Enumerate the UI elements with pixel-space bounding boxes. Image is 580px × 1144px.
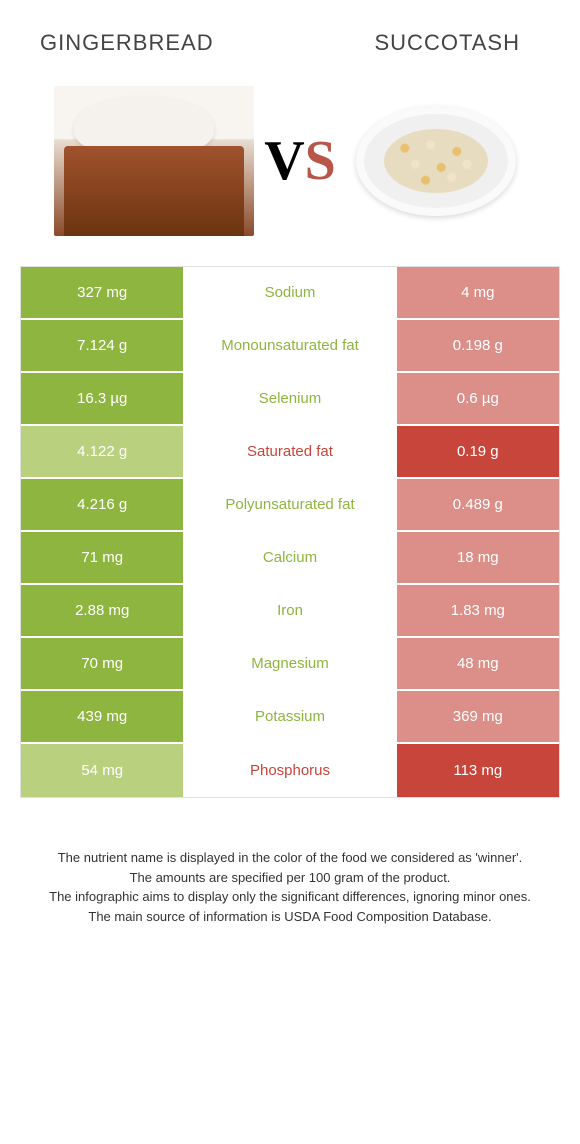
table-row: 71 mgCalcium18 mg	[21, 532, 559, 585]
table-row: 16.3 µgSelenium0.6 µg	[21, 373, 559, 426]
left-value: 70 mg	[21, 638, 185, 689]
right-value: 0.6 µg	[395, 373, 559, 424]
left-value: 16.3 µg	[21, 373, 185, 424]
plate-icon	[356, 106, 516, 216]
table-row: 4.216 gPolyunsaturated fat0.489 g	[21, 479, 559, 532]
table-row: 327 mgSodium4 mg	[21, 267, 559, 320]
left-value: 439 mg	[21, 691, 185, 742]
right-food-title: Succotash	[375, 30, 521, 56]
right-value: 48 mg	[395, 638, 559, 689]
nutrient-name: Polyunsaturated fat	[185, 479, 394, 530]
left-food-title: Gingerbread	[40, 30, 214, 56]
footer-notes: The nutrient name is displayed in the co…	[0, 798, 580, 926]
left-value: 327 mg	[21, 267, 185, 318]
vs-label: VS	[264, 129, 336, 193]
right-value: 0.198 g	[395, 320, 559, 371]
nutrient-name: Potassium	[185, 691, 394, 742]
footer-line: The infographic aims to display only the…	[30, 887, 550, 907]
images-row: VS	[0, 76, 580, 266]
right-value: 369 mg	[395, 691, 559, 742]
right-value: 0.489 g	[395, 479, 559, 530]
nutrient-name: Calcium	[185, 532, 394, 583]
footer-line: The amounts are specified per 100 gram o…	[30, 868, 550, 888]
right-value: 18 mg	[395, 532, 559, 583]
table-row: 54 mgPhosphorus113 mg	[21, 744, 559, 797]
table-row: 70 mgMagnesium48 mg	[21, 638, 559, 691]
nutrient-table: 327 mgSodium4 mg7.124 gMonounsaturated f…	[20, 266, 560, 798]
footer-line: The nutrient name is displayed in the co…	[30, 848, 550, 868]
right-value: 4 mg	[395, 267, 559, 318]
left-value: 71 mg	[21, 532, 185, 583]
table-row: 7.124 gMonounsaturated fat0.198 g	[21, 320, 559, 373]
gingerbread-image	[54, 86, 254, 236]
nutrient-name: Sodium	[185, 267, 394, 318]
vs-s: S	[305, 130, 336, 192]
left-value: 4.216 g	[21, 479, 185, 530]
table-row: 439 mgPotassium369 mg	[21, 691, 559, 744]
table-row: 4.122 gSaturated fat0.19 g	[21, 426, 559, 479]
succotash-image	[346, 91, 526, 231]
right-value: 0.19 g	[395, 426, 559, 477]
nutrient-name: Saturated fat	[185, 426, 394, 477]
left-value: 2.88 mg	[21, 585, 185, 636]
nutrient-name: Magnesium	[185, 638, 394, 689]
nutrient-name: Selenium	[185, 373, 394, 424]
header: Gingerbread Succotash	[0, 0, 580, 76]
right-value: 1.83 mg	[395, 585, 559, 636]
right-value: 113 mg	[395, 744, 559, 797]
footer-line: The main source of information is USDA F…	[30, 907, 550, 927]
left-value: 7.124 g	[21, 320, 185, 371]
table-row: 2.88 mgIron1.83 mg	[21, 585, 559, 638]
left-value: 4.122 g	[21, 426, 185, 477]
left-value: 54 mg	[21, 744, 185, 797]
nutrient-name: Monounsaturated fat	[185, 320, 394, 371]
nutrient-name: Phosphorus	[185, 744, 394, 797]
vs-v: V	[264, 130, 304, 192]
nutrient-name: Iron	[185, 585, 394, 636]
